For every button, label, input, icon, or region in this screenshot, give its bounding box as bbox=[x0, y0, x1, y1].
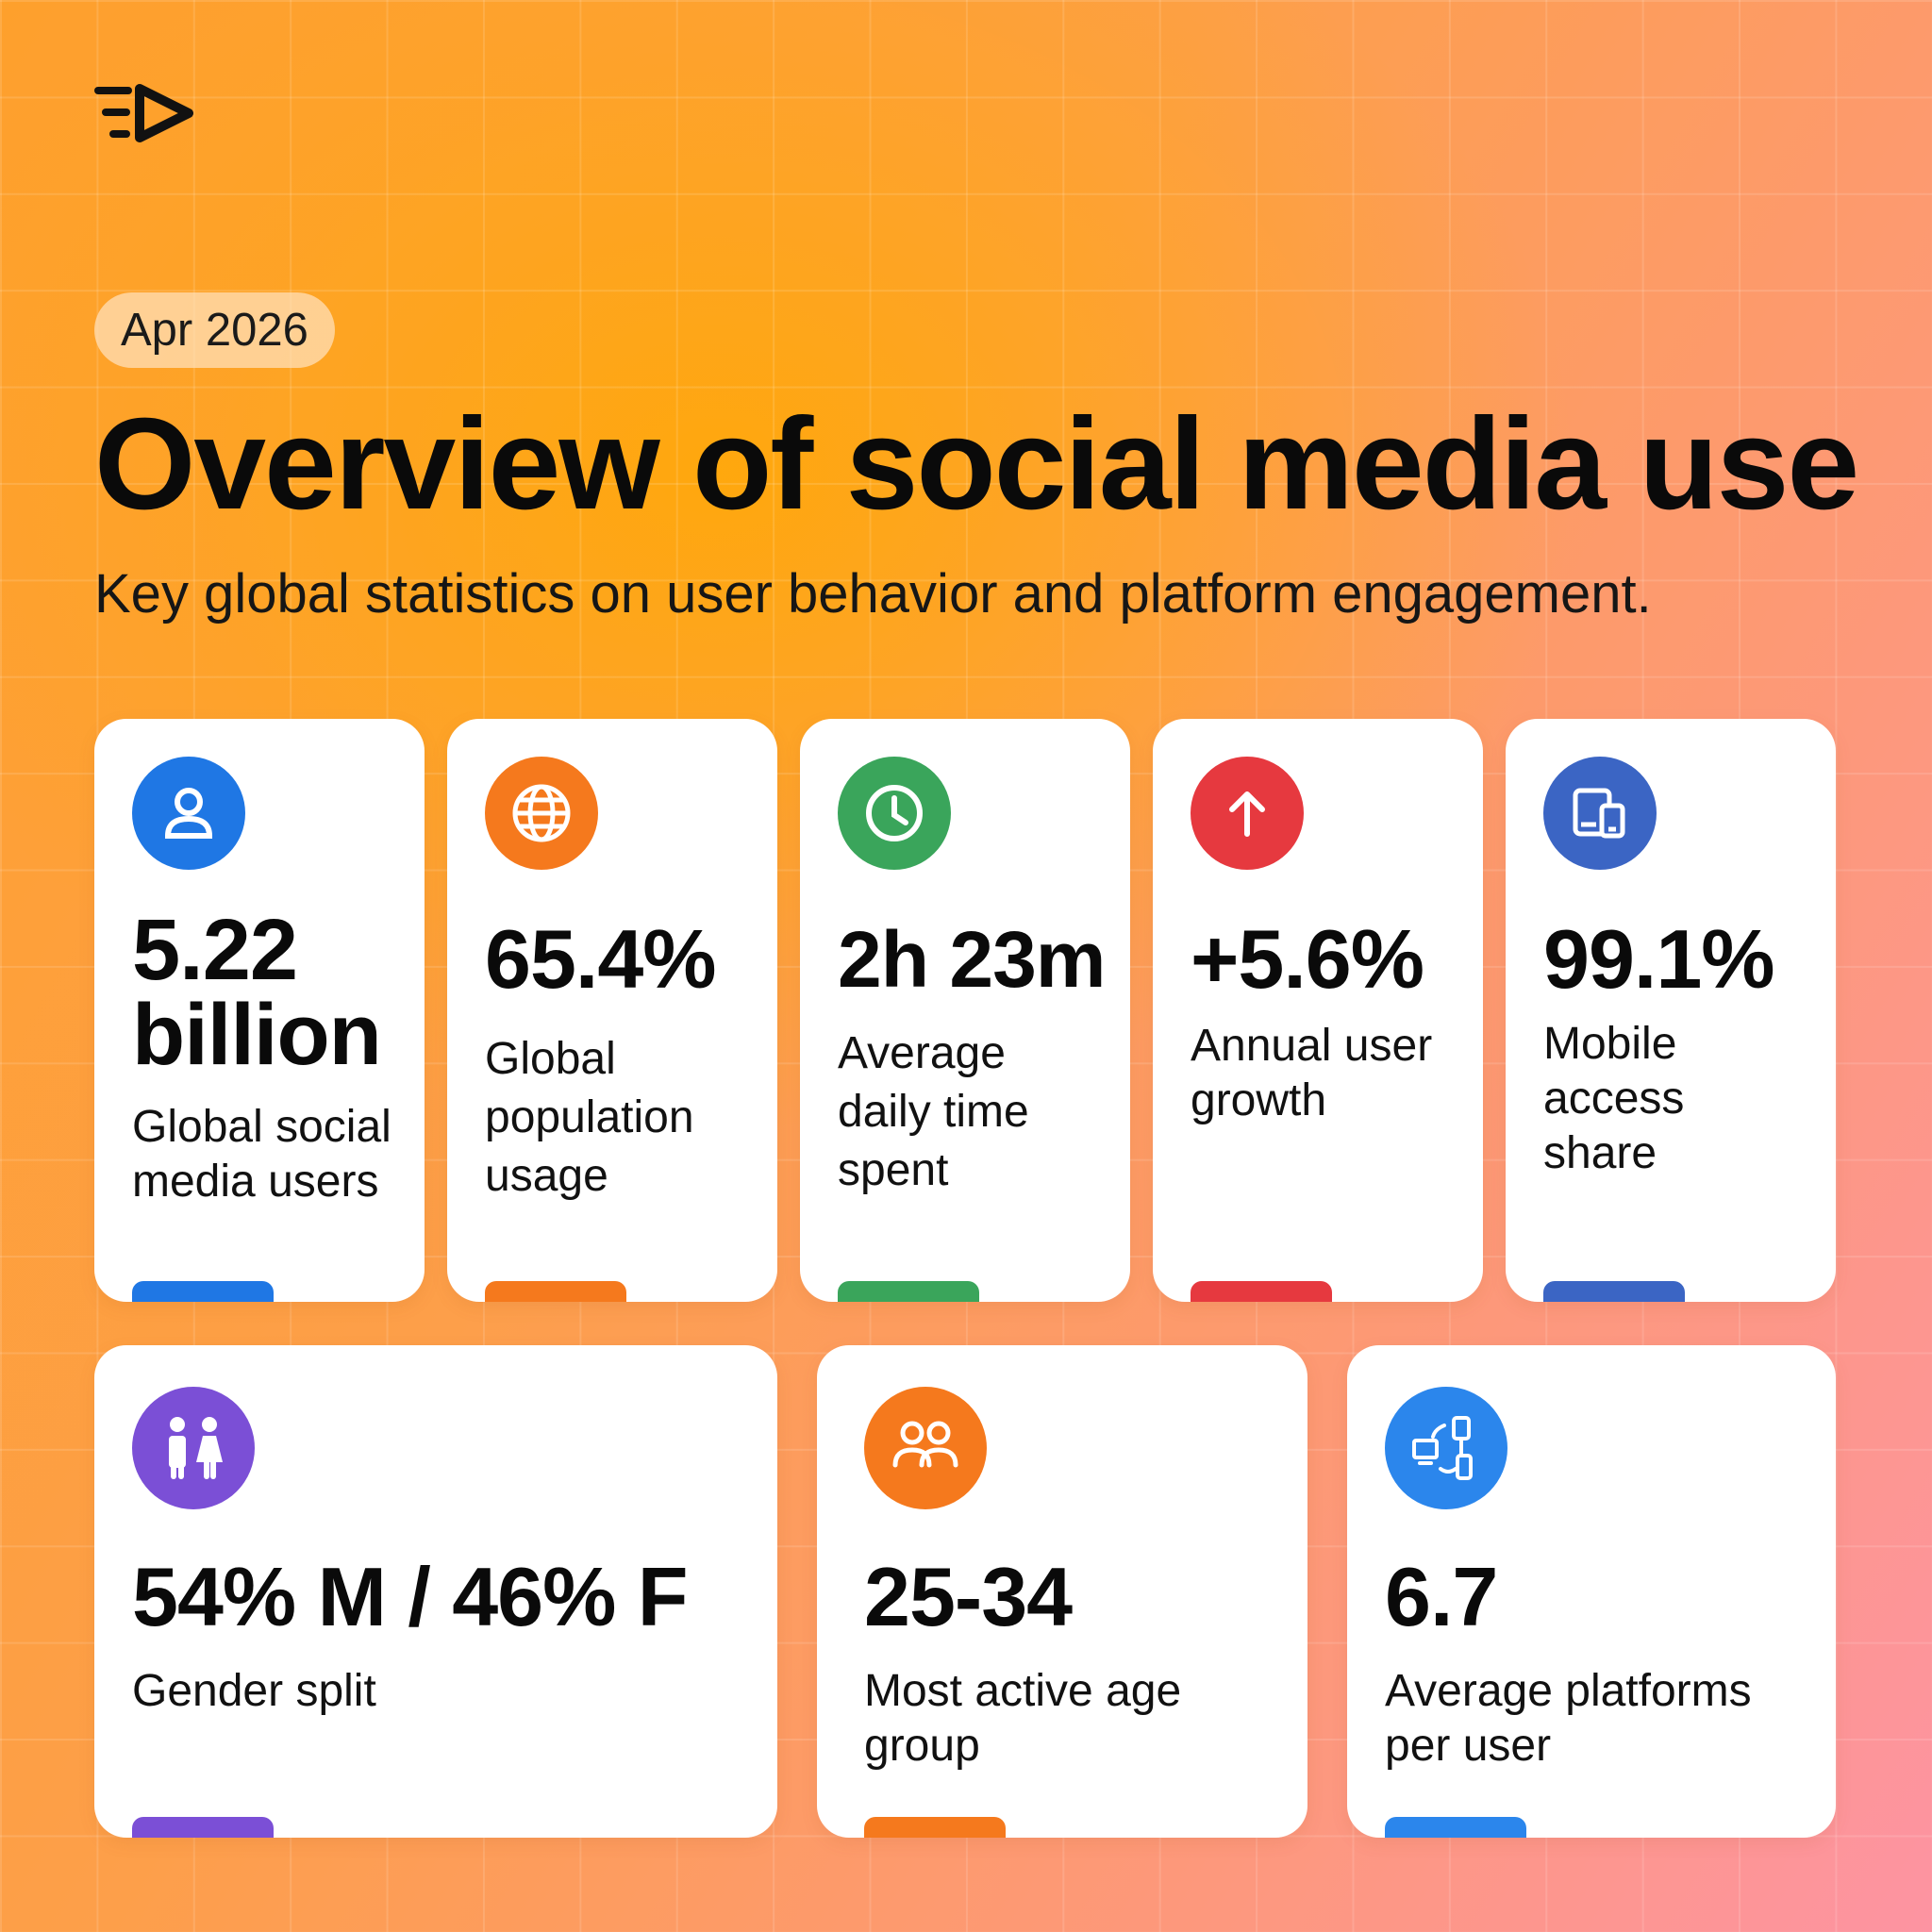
accent-bar bbox=[485, 1281, 626, 1302]
date-badge: Apr 2026 bbox=[94, 292, 335, 368]
stat-value: 25-34 bbox=[864, 1550, 1073, 1643]
brand-logo bbox=[94, 84, 193, 142]
user-icon bbox=[132, 757, 245, 870]
stat-label: Average platforms per user bbox=[1385, 1666, 1752, 1771]
stat-card-population-usage: 65.4% Global population usage bbox=[447, 719, 777, 1302]
accent-bar bbox=[132, 1281, 274, 1302]
stat-value: 65.4% bbox=[485, 912, 717, 1006]
stat-value: 2h 23m bbox=[838, 915, 1106, 1004]
globe-icon bbox=[485, 757, 598, 870]
stat-label: Most active age group bbox=[864, 1666, 1182, 1771]
stat-value: +5.6% bbox=[1191, 912, 1424, 1006]
accent-bar bbox=[838, 1281, 979, 1302]
stat-value: 54% M / 46% F bbox=[132, 1550, 689, 1643]
accent-bar bbox=[132, 1817, 274, 1838]
stat-card-active-age: 25-34 Most active age group bbox=[817, 1345, 1307, 1838]
people-icon bbox=[864, 1387, 987, 1509]
stat-label: Average daily time spent bbox=[838, 1028, 1029, 1195]
stat-card-gender-split: 54% M / 46% F Gender split bbox=[94, 1345, 777, 1838]
stat-card-platforms-per-user: 6.7 Average platforms per user bbox=[1347, 1345, 1836, 1838]
clock-icon bbox=[838, 757, 951, 870]
stat-value: 99.1% bbox=[1543, 912, 1775, 1006]
stat-card-mobile-share: 99.1% Mobile access share bbox=[1506, 719, 1836, 1302]
multi-platform-icon bbox=[1385, 1387, 1507, 1509]
stat-label: Annual user growth bbox=[1191, 1021, 1433, 1125]
stat-card-daily-time: 2h 23m Average daily time spent bbox=[800, 719, 1130, 1302]
stat-value: 5.22 billion bbox=[132, 902, 382, 1083]
accent-bar bbox=[864, 1817, 1006, 1838]
stat-card-global-users: 5.22 billion Global social media users bbox=[94, 719, 425, 1302]
accent-bar bbox=[1385, 1817, 1526, 1838]
stat-label: Gender split bbox=[132, 1666, 376, 1716]
stat-label: Global social media users bbox=[132, 1102, 391, 1207]
devices-icon bbox=[1543, 757, 1657, 870]
gender-icon bbox=[132, 1387, 255, 1509]
stat-card-user-growth: +5.6% Annual user growth bbox=[1153, 719, 1483, 1302]
stat-value: 6.7 bbox=[1385, 1550, 1498, 1643]
stat-label: Mobile access share bbox=[1543, 1019, 1685, 1178]
arrow-up-icon bbox=[1191, 757, 1304, 870]
stat-label: Global population usage bbox=[485, 1034, 694, 1201]
accent-bar bbox=[1543, 1281, 1685, 1302]
accent-bar bbox=[1191, 1281, 1332, 1302]
page-title: Overview of social media use bbox=[94, 391, 1859, 537]
page-subtitle: Key global statistics on user behavior a… bbox=[94, 563, 1652, 625]
